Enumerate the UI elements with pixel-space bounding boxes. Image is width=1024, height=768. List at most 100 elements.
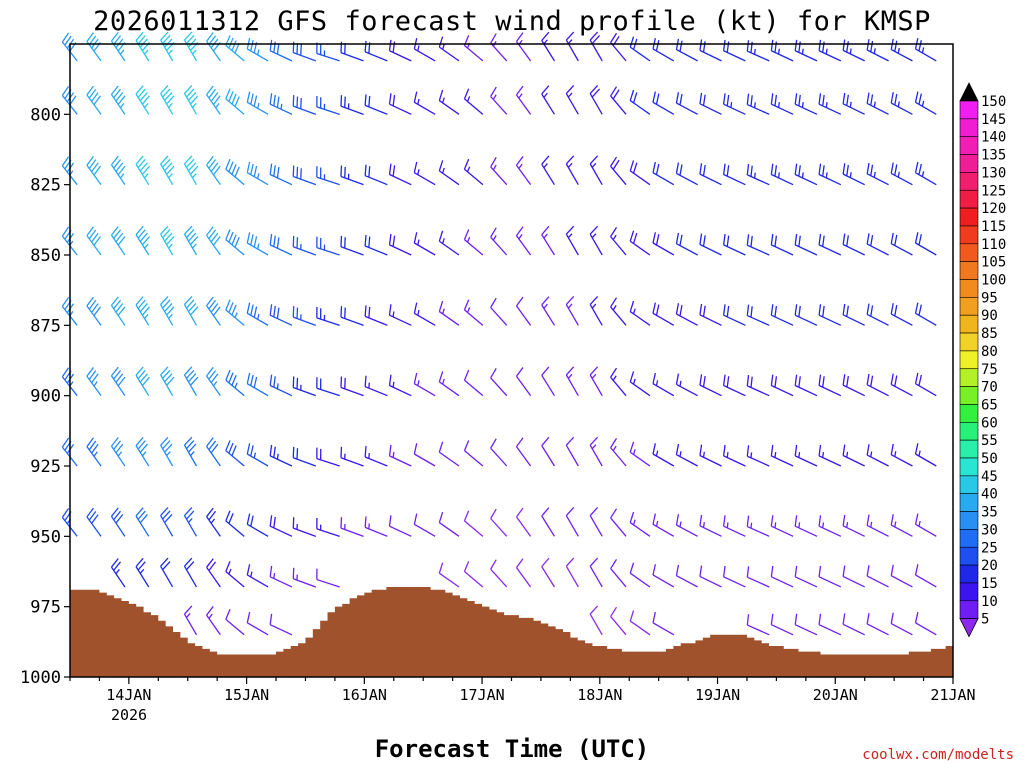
wind-barb [206,85,221,115]
wind-barb [490,297,508,326]
wind-barb [364,516,388,537]
wind-barb [160,366,175,396]
wind-barb [206,155,221,186]
colorbar-swatch [959,421,979,441]
wind-barb [818,304,842,326]
wind-barb [565,436,579,467]
wind-barb [110,226,126,256]
wind-barb [794,233,818,256]
colorbar-tick-label: 110 [981,237,1006,253]
wind-barb [364,375,388,397]
wind-barb [316,447,340,467]
wind-barb [541,296,556,326]
wind-barb [652,232,675,256]
wind-barb [316,236,340,256]
wind-barb [610,227,627,256]
wind-barb [629,300,651,326]
wind-barb [413,513,436,537]
wind-barb [770,93,794,115]
wind-barb [246,513,269,537]
wind-barb [589,296,603,326]
wind-barb [269,613,293,636]
wind-barb [269,565,293,588]
wind-barb [699,444,722,467]
wind-barb [463,158,484,186]
wind-barb [316,568,340,588]
y-tick-label: 825 [30,176,61,196]
wind-barb [699,514,722,537]
wind-barb [206,606,221,636]
colorbar-tick-label: 85 [981,326,998,342]
wind-barb [890,373,913,397]
wind-barb [316,166,340,186]
wind-barb [866,612,889,636]
wind-barb [269,304,293,326]
wind-barb [438,36,460,62]
wind-barb [890,162,913,186]
colorbar-tick-label: 125 [981,183,1006,199]
wind-barb [316,95,340,115]
x-tick-label: 21JAN [930,686,975,704]
wind-barb [652,443,675,467]
wind-barb [699,374,722,397]
wind-barb [770,444,794,467]
wind-barb [225,561,245,588]
wind-barb [794,374,818,397]
wind-barb [246,372,269,397]
wind-barb [438,441,460,467]
colorbar-top-arrow [959,82,979,102]
wind-barb [463,229,484,256]
wind-barb [463,510,484,537]
x-tick-label: 16JAN [342,686,387,704]
wind-barb [183,155,199,185]
wind-barb [515,85,532,115]
wind-barb [463,88,484,115]
wind-barb [292,165,317,186]
wind-barb [413,232,436,256]
wind-barb [818,613,842,636]
wind-barb [438,371,460,397]
wind-barb [890,564,913,588]
wind-barb [388,304,412,326]
wind-barb [110,558,126,588]
wind-barb [463,561,484,588]
wind-barb [866,162,889,186]
wind-barb [629,230,651,256]
wind-barb [914,443,937,467]
wind-barb [269,444,293,467]
colorbar-bottom-arrow [959,618,979,638]
wind-barb [770,374,794,397]
wind-barb [652,91,675,115]
colorbar-tick-label: 140 [981,130,1006,146]
colorbar-swatch [959,529,979,548]
colorbar-swatch [959,100,979,120]
wind-barb [652,161,675,186]
wind-barb [629,511,651,537]
wind-barb [794,565,818,588]
wind-barb [490,559,508,588]
colorbar-swatch [959,457,979,477]
wind-barb [246,232,269,256]
wind-barb [340,95,364,115]
wind-barb [914,38,937,62]
wind-barb [160,155,175,185]
wind-barb [610,156,627,186]
wind-barb [160,507,174,537]
wind-barb [914,302,937,326]
wind-barb [675,443,698,467]
wind-barb [135,557,150,588]
wind-barb [183,366,199,396]
wind-barb [589,436,603,467]
wind-barb [413,91,436,115]
wind-barb [746,93,770,115]
wind-barb [652,513,675,537]
wind-barb [183,85,199,115]
wind-barb [629,610,651,636]
wind-barb [110,437,126,467]
wind-barb [438,160,460,186]
wind-barb [388,93,412,115]
wind-barb [890,514,913,537]
wind-barb [818,444,842,467]
colorbar-swatch [959,386,979,405]
wind-barb [610,86,627,115]
